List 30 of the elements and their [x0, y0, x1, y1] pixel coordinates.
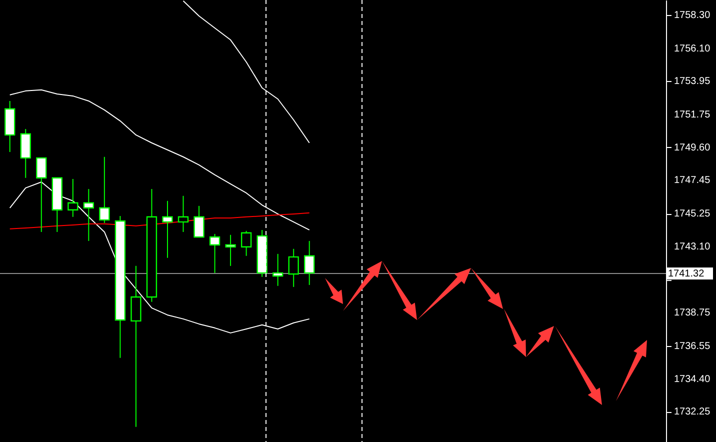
- candlestick: [194, 205, 204, 238]
- y-tick-label: 1732.25: [674, 406, 711, 418]
- candlestick: [83, 188, 94, 242]
- y-tick-label: 1753.95: [674, 76, 711, 88]
- y-tick-label: 1734.40: [674, 374, 711, 385]
- line-series: [182, 0, 310, 144]
- line-series: [9, 182, 310, 334]
- candlestick: [240, 230, 252, 256]
- candlestick: [178, 195, 189, 232]
- candlestick: [225, 234, 236, 266]
- candlestick: [209, 233, 220, 274]
- line-series: [9, 89, 310, 230]
- candlestick: [304, 240, 315, 286]
- y-tick-label: 1758.30: [674, 10, 711, 21]
- y-tick-label: 1745.25: [674, 208, 711, 220]
- ref-line-label: 1741.32: [668, 268, 705, 280]
- candlestick: [99, 156, 110, 224]
- y-tick-label: 1736.55: [674, 341, 711, 352]
- y-tick-label: 1738.75: [674, 308, 711, 319]
- candlestick: [162, 200, 173, 258]
- y-tick-label: 1747.45: [674, 175, 711, 186]
- y-tick-label: 1751.75: [674, 110, 711, 121]
- candlestick: [130, 265, 142, 428]
- candlestick: [272, 253, 284, 286]
- candlestick: [288, 248, 299, 288]
- y-tick-label: 1743.10: [674, 241, 711, 252]
- candlestick: [68, 178, 78, 218]
- y-tick-label: 1749.60: [674, 142, 711, 154]
- line-series: [9, 212, 310, 230]
- y-tick-label: 1756.10: [674, 43, 711, 54]
